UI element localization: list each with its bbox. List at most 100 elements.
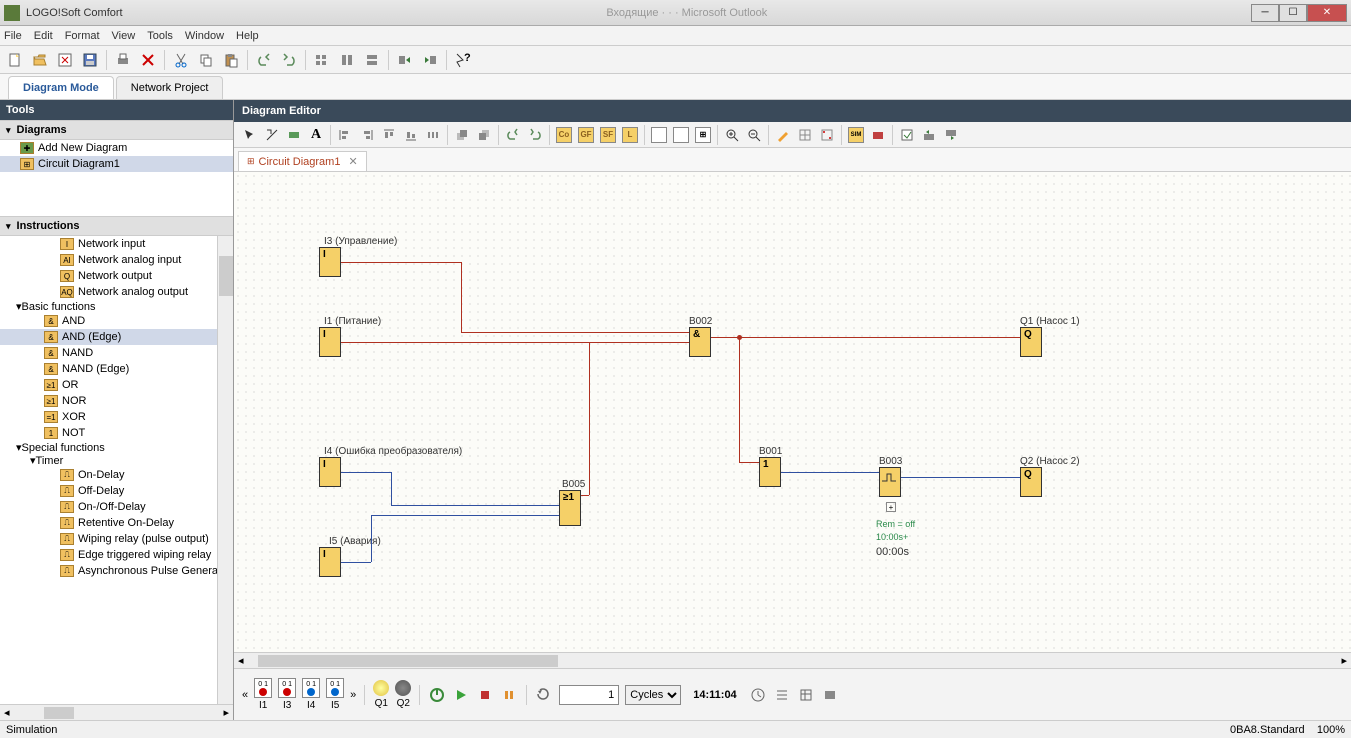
print-icon[interactable]	[112, 49, 134, 71]
block-b002[interactable]: &	[689, 327, 711, 357]
redo2-icon[interactable]	[525, 125, 545, 145]
instr-nand[interactable]: &NAND	[0, 345, 233, 361]
sim-i5[interactable]: 0 1I5	[326, 678, 344, 711]
block-b001[interactable]: 1	[759, 457, 781, 487]
folder-timer[interactable]: ▾Timer	[0, 454, 233, 467]
instr-onoff-delay[interactable]: ⎍On-/Off-Delay	[0, 499, 233, 515]
cut-connection-icon[interactable]	[284, 125, 304, 145]
instr-nand-edge[interactable]: &NAND (Edge)	[0, 361, 233, 377]
block-i5[interactable]: I	[319, 547, 341, 577]
zoom-in-icon[interactable]	[722, 125, 742, 145]
maximize-button[interactable]: ☐	[1279, 4, 1307, 22]
folder-basic[interactable]: ▾Basic functions	[0, 300, 233, 313]
file-tab-circuit[interactable]: ⊞ Circuit Diagram1 ✕	[238, 151, 367, 171]
instr-and[interactable]: &AND	[0, 313, 233, 329]
transfer1-icon[interactable]	[394, 49, 416, 71]
front-icon[interactable]	[452, 125, 472, 145]
menu-file[interactable]: File	[4, 30, 22, 42]
block-b005[interactable]: ≥1	[559, 490, 581, 526]
block-i3[interactable]: I	[319, 247, 341, 277]
back-icon[interactable]	[474, 125, 494, 145]
canvas-hscroll[interactable]: ◂▸	[234, 652, 1351, 668]
delete-icon[interactable]	[137, 49, 159, 71]
new-icon[interactable]	[4, 49, 26, 71]
sim-cycles-input[interactable]	[559, 685, 619, 705]
sim-i3[interactable]: 0 1I3	[278, 678, 296, 711]
pointer-icon[interactable]	[240, 125, 260, 145]
close-file-icon[interactable]	[54, 49, 76, 71]
transfer2-icon[interactable]	[419, 49, 441, 71]
align-bottom-icon[interactable]	[401, 125, 421, 145]
align-right-icon[interactable]	[357, 125, 377, 145]
instr-scrollbar[interactable]	[217, 236, 233, 704]
instr-retentive[interactable]: ⎍Retentive On-Delay	[0, 515, 233, 531]
instr-not[interactable]: 1NOT	[0, 425, 233, 441]
instr-edge-wiping[interactable]: ⎍Edge triggered wiping relay	[0, 547, 233, 563]
instr-xor[interactable]: =1XOR	[0, 409, 233, 425]
menu-tools[interactable]: Tools	[147, 30, 173, 42]
instr-net-input[interactable]: INetwork input	[0, 236, 233, 252]
instr-or[interactable]: ≥1OR	[0, 377, 233, 393]
sim-power-icon[interactable]	[428, 686, 446, 704]
open-icon[interactable]	[29, 49, 51, 71]
instr-net-analog-output[interactable]: AQNetwork analog output	[0, 284, 233, 300]
align-top-icon[interactable]	[379, 125, 399, 145]
diagrams-header[interactable]: ▾Diagrams	[0, 120, 233, 140]
grid2-icon[interactable]	[817, 125, 837, 145]
sim-clock-icon[interactable]	[749, 686, 767, 704]
block-q1[interactable]: Q	[1020, 327, 1042, 357]
l-icon[interactable]: L	[620, 125, 640, 145]
misc2-icon[interactable]	[919, 125, 939, 145]
instructions-header[interactable]: ▾Instructions	[0, 216, 233, 236]
instr-and-edge[interactable]: &AND (Edge)	[0, 329, 233, 345]
instr-net-output[interactable]: QNetwork output	[0, 268, 233, 284]
menu-help[interactable]: Help	[236, 30, 259, 42]
sim-i1[interactable]: 0 1I1	[254, 678, 272, 711]
minimize-button[interactable]: ─	[1251, 4, 1279, 22]
sim-icon[interactable]: SIM	[846, 125, 866, 145]
sim-cycles-select[interactable]: Cycles	[625, 685, 681, 705]
close-tab-icon[interactable]: ✕	[348, 155, 357, 168]
tab-network-project[interactable]: Network Project	[116, 76, 224, 99]
online-icon[interactable]	[868, 125, 888, 145]
color-icon[interactable]	[773, 125, 793, 145]
undo2-icon[interactable]	[503, 125, 523, 145]
instr-off-delay[interactable]: ⎍Off-Delay	[0, 483, 233, 499]
folder-special[interactable]: ▾Special functions	[0, 441, 233, 454]
sim-play-icon[interactable]	[452, 686, 470, 704]
sim-step-icon[interactable]	[535, 686, 553, 704]
grid1-icon[interactable]	[795, 125, 815, 145]
menu-view[interactable]: View	[112, 30, 136, 42]
save-icon[interactable]	[79, 49, 101, 71]
instr-wiping[interactable]: ⎍Wiping relay (pulse output)	[0, 531, 233, 547]
menu-edit[interactable]: Edit	[34, 30, 53, 42]
expand-icon[interactable]: +	[886, 502, 896, 512]
page3-icon[interactable]: ⊞	[693, 125, 713, 145]
cut-icon[interactable]	[170, 49, 192, 71]
instr-async-pulse[interactable]: ⎍Asynchronous Pulse Genera	[0, 563, 233, 579]
instr-net-analog-input[interactable]: AINetwork analog input	[0, 252, 233, 268]
diagram-item[interactable]: ⊞Circuit Diagram1	[0, 156, 233, 172]
block-i4[interactable]: I	[319, 457, 341, 487]
misc3-icon[interactable]	[941, 125, 961, 145]
zoom-out-icon[interactable]	[744, 125, 764, 145]
page2-icon[interactable]	[671, 125, 691, 145]
align3-icon[interactable]	[361, 49, 383, 71]
sim-stop-icon[interactable]	[476, 686, 494, 704]
copy-icon[interactable]	[195, 49, 217, 71]
distribute-h-icon[interactable]	[423, 125, 443, 145]
menu-format[interactable]: Format	[65, 30, 100, 42]
align2-icon[interactable]	[336, 49, 358, 71]
menu-window[interactable]: Window	[185, 30, 224, 42]
connect-icon[interactable]	[262, 125, 282, 145]
text-icon[interactable]: A	[306, 125, 326, 145]
sim-next-icon[interactable]: »	[350, 689, 356, 701]
sim-view-icon[interactable]	[821, 686, 839, 704]
sf-icon[interactable]: SF	[598, 125, 618, 145]
sim-table-icon[interactable]	[797, 686, 815, 704]
sim-i4[interactable]: 0 1I4	[302, 678, 320, 711]
paste-icon[interactable]	[220, 49, 242, 71]
sim-pause-icon[interactable]	[500, 686, 518, 704]
sim-prev-icon[interactable]: «	[242, 689, 248, 701]
instr-on-delay[interactable]: ⎍On-Delay	[0, 467, 233, 483]
